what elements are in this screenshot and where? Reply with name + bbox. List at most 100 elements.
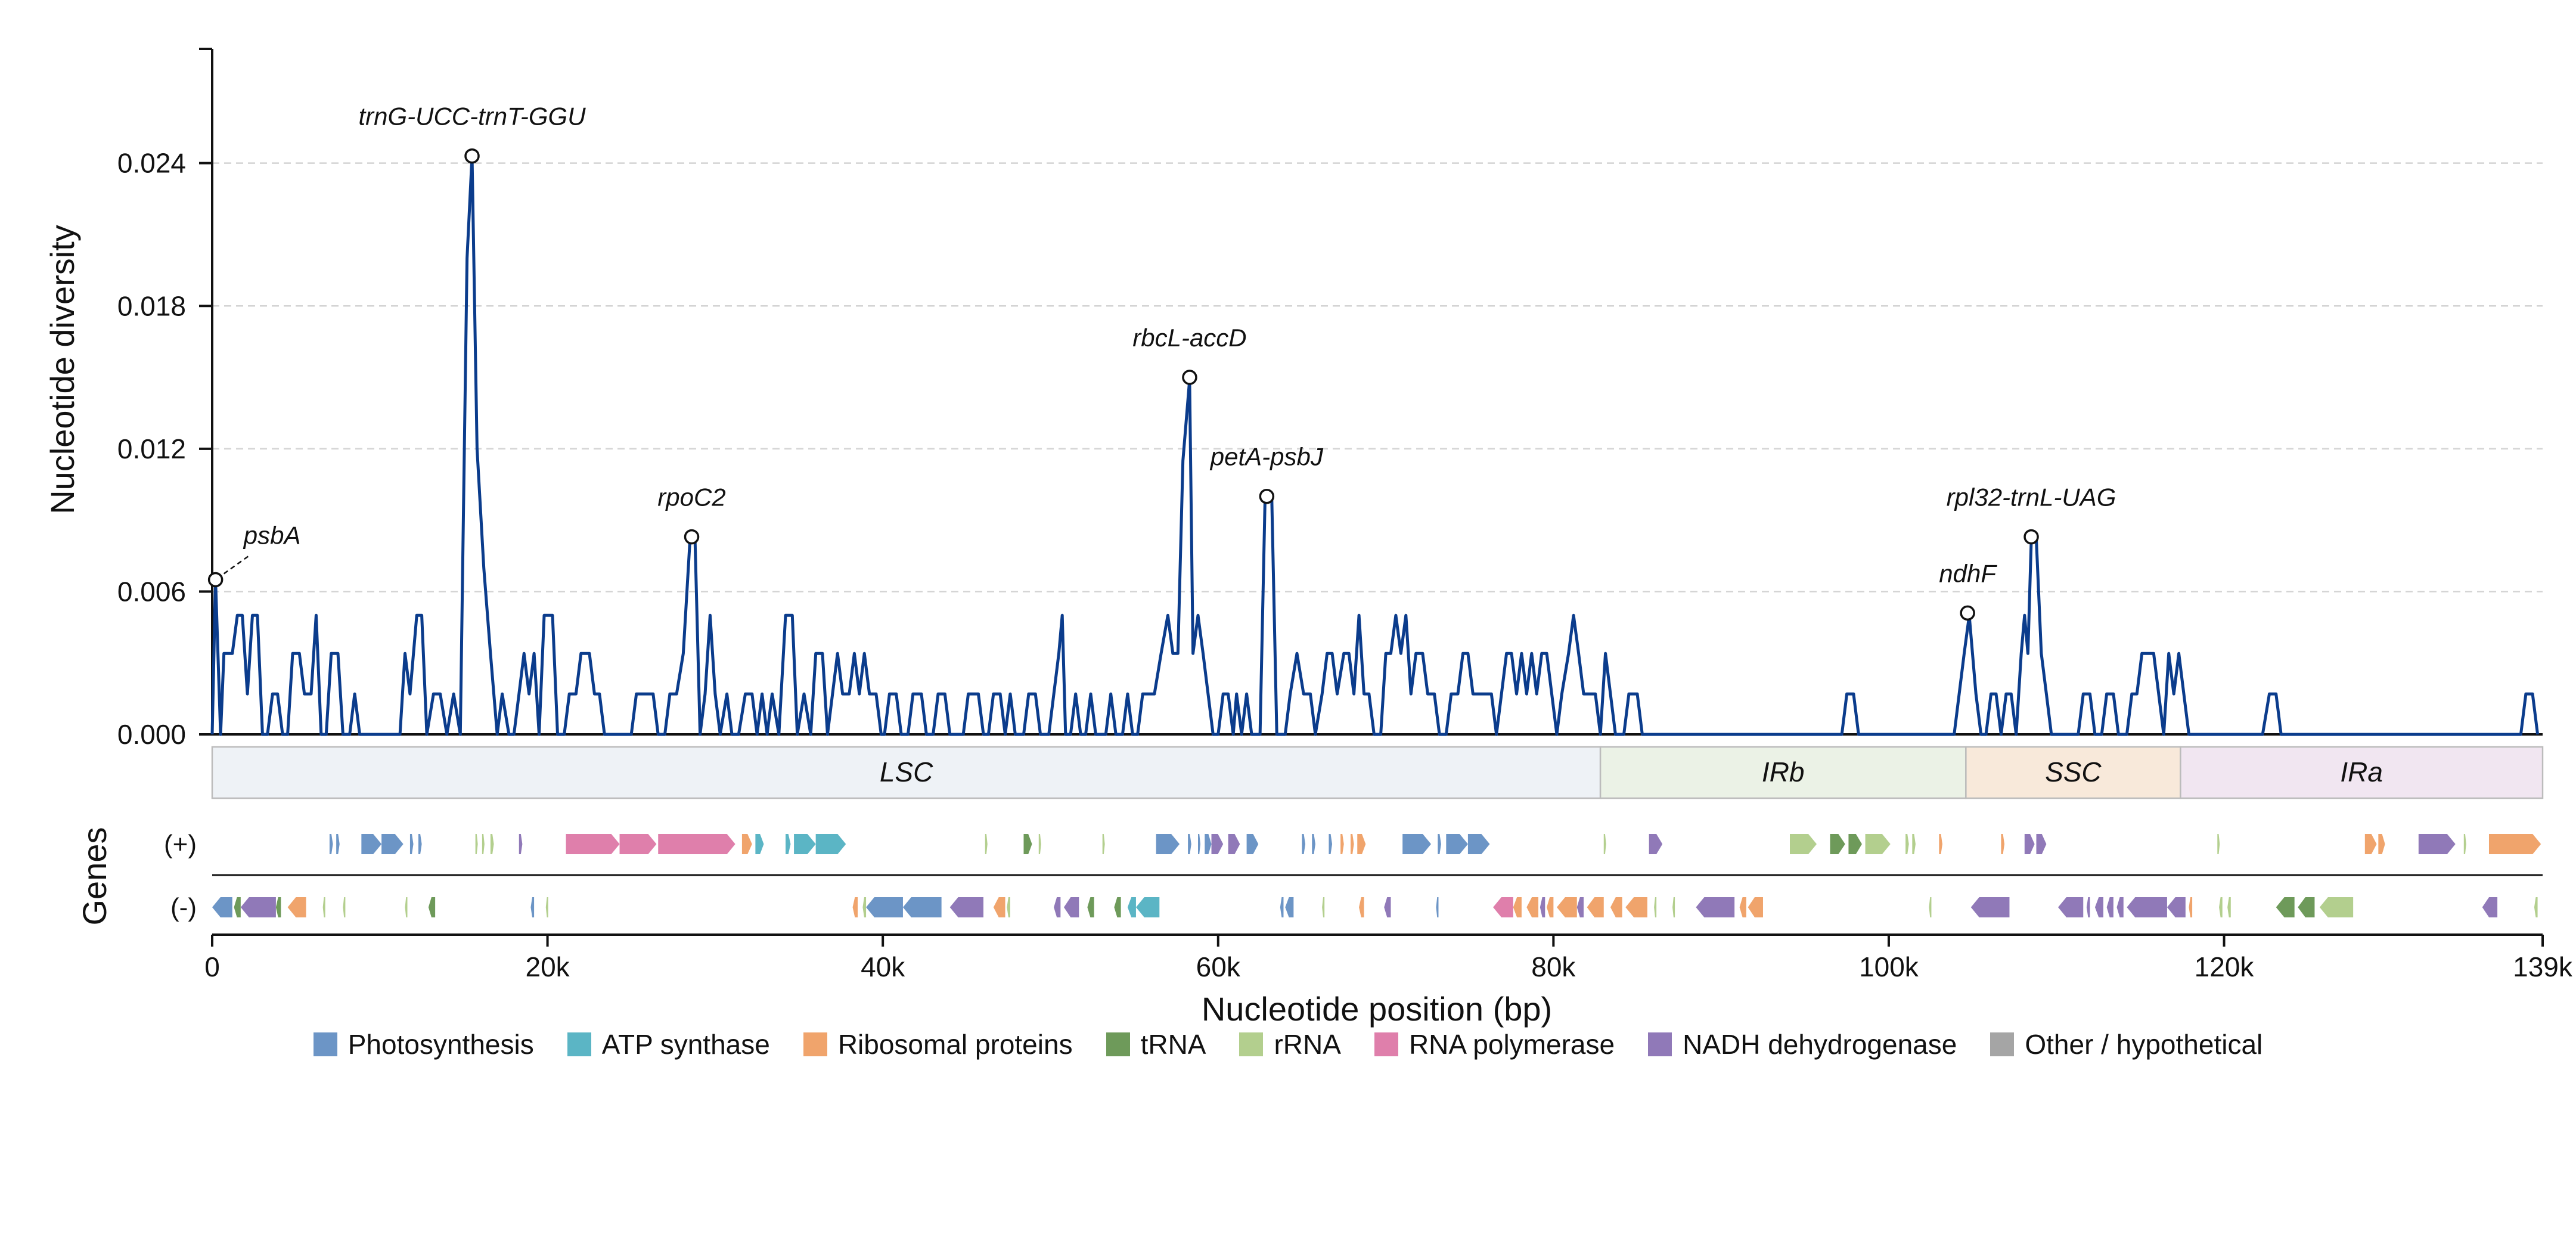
genes-axis-title: Genes bbox=[76, 827, 113, 926]
x-tick-label: 20k bbox=[526, 951, 570, 982]
gene-minus bbox=[2167, 897, 2186, 917]
grid-lines bbox=[212, 162, 2543, 593]
gene-plus bbox=[2488, 834, 2541, 854]
gene-minus bbox=[405, 897, 408, 917]
gene-plus bbox=[1939, 834, 1942, 854]
gene-minus bbox=[545, 897, 548, 917]
legend: Photosynthesis ATP synthase Ribosomal prot… bbox=[0, 1028, 2576, 1060]
region-label: SSC bbox=[2045, 756, 2102, 787]
gene-plus bbox=[1302, 834, 1306, 854]
legend-item: NADH dehydrogenase bbox=[1648, 1028, 1957, 1060]
gene-minus bbox=[852, 897, 858, 917]
annotation-marker bbox=[1960, 605, 1975, 621]
gene-plus bbox=[1865, 834, 1891, 854]
legend-label: ATP synthase bbox=[601, 1029, 770, 1060]
gene-plus bbox=[1211, 834, 1224, 854]
gene-plus bbox=[361, 834, 382, 854]
gene-minus bbox=[240, 897, 276, 917]
x-tick-label: 100k bbox=[1859, 951, 1919, 982]
gene-plus bbox=[1198, 834, 1201, 854]
gene-minus bbox=[1114, 897, 1121, 917]
x-tick-label: 80k bbox=[1531, 951, 1576, 982]
gene-plus bbox=[2364, 834, 2377, 854]
gene-plus bbox=[1467, 834, 1490, 854]
gene-plus bbox=[658, 834, 735, 854]
gene-plus bbox=[741, 834, 752, 854]
gene-minus bbox=[1654, 897, 1657, 917]
gene-minus bbox=[212, 897, 232, 917]
annotation-marker bbox=[464, 148, 480, 164]
legend-label: NADH dehydrogenase bbox=[1683, 1029, 1957, 1060]
x-tick-label: 120k bbox=[2195, 951, 2255, 982]
gene-minus bbox=[902, 897, 942, 917]
annotation-label: psbA bbox=[243, 521, 301, 549]
gene-minus bbox=[1087, 897, 1094, 917]
gene-plus bbox=[1102, 834, 1105, 854]
legend-item: Ribosomal proteins bbox=[803, 1028, 1073, 1060]
x-tick-label: 0 bbox=[204, 951, 220, 982]
y-tick-label: 0.006 bbox=[117, 576, 186, 607]
annotation-label: rpoC2 bbox=[657, 483, 725, 511]
x-axis-title: Nucleotide position (bp) bbox=[1202, 990, 1552, 1028]
legend-item: tRNA bbox=[1106, 1028, 1206, 1060]
gene-minus bbox=[2298, 897, 2315, 917]
x-tick-label: 139k bbox=[2513, 951, 2573, 982]
gene-minus bbox=[1576, 897, 1584, 917]
annotation-marker bbox=[207, 572, 224, 588]
gene-plus bbox=[1038, 834, 1041, 854]
gene-plus bbox=[2418, 834, 2456, 854]
gene-minus bbox=[1556, 897, 1577, 917]
gene-minus bbox=[2219, 897, 2223, 917]
legend-label: Other / hypothetical bbox=[2025, 1029, 2263, 1060]
gene-plus bbox=[482, 834, 485, 854]
annotation-marker bbox=[684, 529, 700, 545]
gene-minus bbox=[1540, 897, 1545, 917]
gene-plus bbox=[1649, 834, 1663, 854]
gene-minus bbox=[1748, 897, 1763, 917]
gene-plus bbox=[755, 834, 764, 854]
gene-plus bbox=[1438, 834, 1441, 854]
gene-plus bbox=[381, 834, 404, 854]
y-axis-title: Nucleotide diversity bbox=[44, 225, 81, 514]
gene-plus bbox=[418, 834, 422, 854]
legend-label: Ribosomal proteins bbox=[837, 1029, 1073, 1060]
legend-item: rRNA bbox=[1239, 1028, 1341, 1060]
gene-minus bbox=[2106, 897, 2113, 917]
gene-minus bbox=[275, 897, 281, 917]
gene-minus bbox=[428, 897, 436, 917]
gene-minus bbox=[1513, 897, 1522, 917]
gene-minus bbox=[1322, 897, 1325, 917]
gene-plus bbox=[2024, 834, 2035, 854]
gene-minus bbox=[1929, 897, 1932, 917]
annotation-marker bbox=[2023, 529, 2039, 545]
gene-minus bbox=[287, 897, 306, 917]
gene-plus bbox=[1205, 834, 1212, 854]
legend-label: RNA polymerase bbox=[1408, 1029, 1615, 1060]
gene-plus bbox=[1848, 834, 1862, 854]
y-tick-label: 0.024 bbox=[117, 148, 186, 179]
gene-plus bbox=[1912, 834, 1916, 854]
legend-item: Other / hypothetical bbox=[1990, 1028, 2262, 1060]
gene-minus bbox=[1547, 897, 1554, 917]
region-block bbox=[2180, 746, 2544, 799]
gene-plus bbox=[329, 834, 333, 854]
gene-minus bbox=[2094, 897, 2104, 917]
gene-plus bbox=[1905, 834, 1909, 854]
gene-minus bbox=[2086, 897, 2090, 917]
gene-minus bbox=[1610, 897, 1622, 917]
strand-minus-label: (-) bbox=[170, 893, 197, 922]
gene-plus bbox=[1246, 834, 1259, 854]
y-tick-label: 0.000 bbox=[117, 719, 186, 750]
annotation-label: rbcL-accD bbox=[1132, 324, 1246, 352]
gene-plus bbox=[1789, 834, 1817, 854]
gene-minus bbox=[993, 897, 1005, 917]
legend-item: Photosynthesis bbox=[313, 1028, 534, 1060]
gene-plus bbox=[1156, 834, 1180, 854]
gene-plus bbox=[985, 834, 988, 854]
gene-minus bbox=[1007, 897, 1010, 917]
gene-minus bbox=[1127, 897, 1136, 917]
gene-minus bbox=[2058, 897, 2084, 917]
region-label: LSC bbox=[880, 756, 933, 787]
gene-plus bbox=[566, 834, 620, 854]
gene-minus bbox=[2116, 897, 2124, 917]
